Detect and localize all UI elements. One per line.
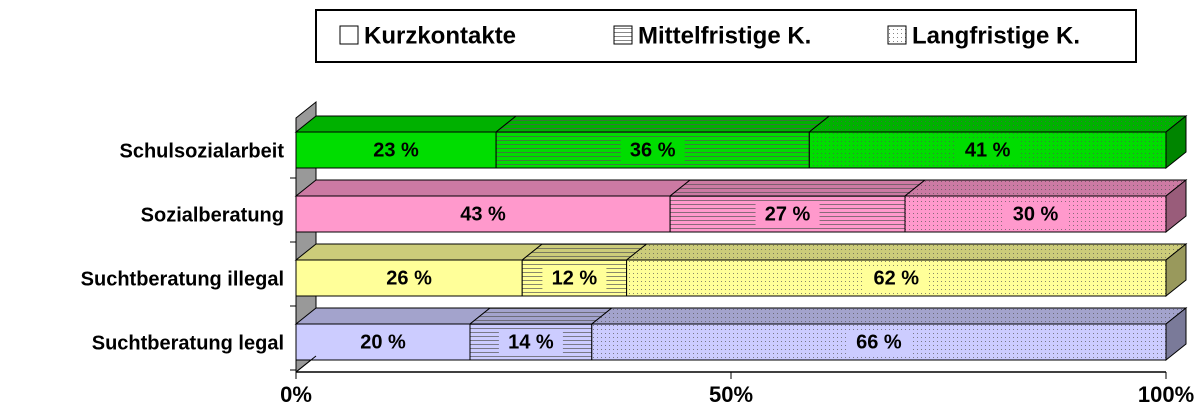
legend-label: Kurzkontakte	[364, 22, 516, 49]
value-label: 14 %	[508, 331, 554, 353]
category-label: Suchtberatung legal	[92, 332, 284, 354]
bar-top	[294, 243, 544, 261]
value-label: 43 %	[460, 203, 506, 225]
value-label-bg	[351, 330, 415, 354]
legend-box	[315, 9, 1137, 63]
value-label: 62 %	[874, 267, 920, 289]
x-tick-label: 100%	[1138, 382, 1194, 407]
value-label-bg	[364, 138, 429, 162]
value-label-bg	[755, 202, 820, 226]
bar-top	[668, 179, 927, 197]
value-label: 41 %	[965, 139, 1011, 161]
value-label: 23 %	[373, 139, 419, 161]
legend-swatch	[613, 25, 633, 45]
legend-label: Langfristige K.	[912, 22, 1080, 49]
value-label-bg	[846, 330, 911, 354]
value-label: 12 %	[552, 267, 598, 289]
value-label-bg	[1003, 202, 1068, 226]
value-label: 66 %	[856, 331, 902, 353]
bar-top	[468, 307, 614, 325]
legend-label: Mittelfristige K.	[638, 22, 811, 49]
value-label-bg	[955, 138, 1020, 162]
value-label-bg	[864, 266, 929, 290]
bar-top	[590, 307, 1188, 325]
bar-top	[520, 243, 649, 261]
bar-top	[807, 115, 1188, 133]
bar-top	[494, 115, 831, 133]
value-label-bg	[620, 138, 685, 162]
bar-top	[625, 243, 1188, 261]
value-label-bg	[377, 266, 442, 290]
value-label: 30 %	[1013, 203, 1059, 225]
value-label: 26 %	[386, 267, 432, 289]
value-label: 36 %	[630, 139, 676, 161]
x-axis-depth	[295, 355, 317, 373]
bar-top	[294, 115, 518, 133]
value-label-bg	[498, 330, 563, 354]
bar-top	[294, 307, 492, 325]
x-tick-label: 0%	[280, 382, 312, 407]
category-label: Schulsozialarbeit	[120, 140, 285, 162]
value-label-bg	[451, 202, 516, 226]
category-label: Suchtberatung illegal	[81, 268, 284, 290]
x-tick-label: 50%	[709, 382, 753, 407]
category-label: Sozialberatung	[141, 204, 284, 226]
bar-top	[294, 179, 692, 197]
value-label: 20 %	[360, 331, 406, 353]
legend-swatch	[339, 25, 359, 45]
legend-swatch	[887, 25, 907, 45]
value-label: 27 %	[765, 203, 811, 225]
value-label-bg	[542, 266, 607, 290]
bar-top	[903, 179, 1188, 197]
